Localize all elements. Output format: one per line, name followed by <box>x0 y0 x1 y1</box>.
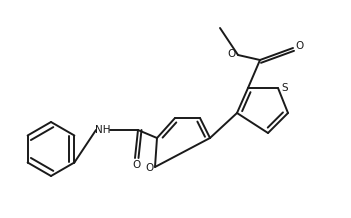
Text: O: O <box>296 41 304 51</box>
Text: NH: NH <box>95 125 111 135</box>
Text: O: O <box>132 160 141 170</box>
Text: O: O <box>228 49 236 59</box>
Text: O: O <box>145 163 153 173</box>
Text: S: S <box>282 83 288 93</box>
